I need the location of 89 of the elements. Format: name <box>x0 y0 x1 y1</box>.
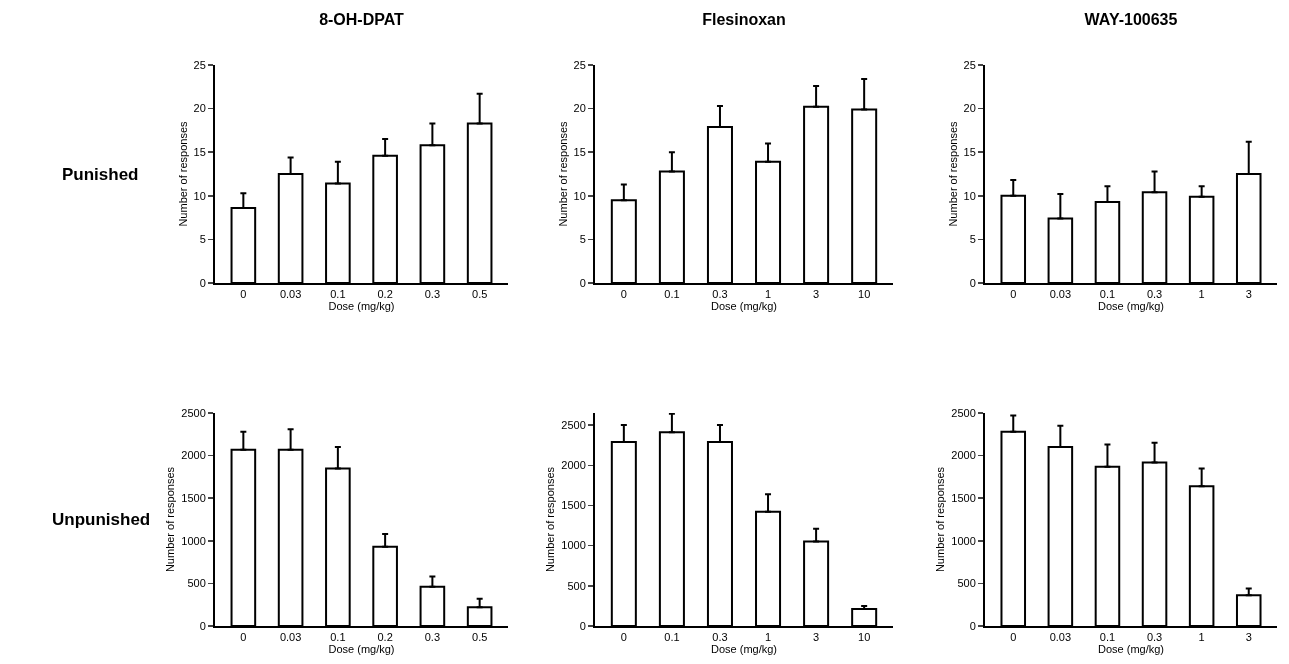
y-tick-label: 10 <box>193 189 206 202</box>
text: Unpunished <box>52 510 151 529</box>
y-tick-label: 5 <box>199 233 206 246</box>
x-tick-label: 3 <box>1245 631 1252 644</box>
y-axis-title: Number of responses <box>176 120 189 227</box>
y-tick-label: 500 <box>957 577 976 590</box>
y-tick-label: 2000 <box>181 449 206 462</box>
y-tick-label: 2000 <box>951 449 976 462</box>
x-tick-label: 0.03 <box>279 288 302 301</box>
y-tick-label: 2500 <box>951 406 976 419</box>
x-tick-label: 3 <box>813 288 820 301</box>
y-tick-label: 1500 <box>951 492 976 505</box>
x-tick-label: 0.1 <box>330 288 346 301</box>
x-tick-label: 0 <box>620 288 627 301</box>
y-tick-label: 1000 <box>561 539 586 552</box>
y-tick-label: 1500 <box>561 499 586 512</box>
y-axis-title: Number of responses <box>934 466 947 573</box>
x-tick-label: 0.3 <box>424 631 441 644</box>
y-axis-title: Number of responses <box>556 120 569 227</box>
x-tick-label: 0.1 <box>664 288 680 301</box>
y-tick-label: 2500 <box>561 418 586 431</box>
x-tick-label: 3 <box>1245 288 1252 301</box>
x-tick-label: 1 <box>1198 631 1205 644</box>
y-tick-label: 0 <box>969 276 976 289</box>
x-tick-label: 0.3 <box>712 288 728 301</box>
x-tick-label: 0.03 <box>279 631 302 644</box>
y-tick-label: 0 <box>199 276 206 289</box>
x-tick-label: 0.03 <box>1049 631 1072 644</box>
x-tick-label: 1 <box>764 631 772 644</box>
y-tick-label: 15 <box>193 146 206 159</box>
y-tick-label: 500 <box>567 579 586 592</box>
x-tick-label: 0 <box>240 288 247 301</box>
x-tick-label: 0 <box>1010 631 1017 644</box>
y-tick-label: 0 <box>579 619 586 632</box>
y-axis-title: Number of responses <box>544 466 557 573</box>
x-tick-label: 0.5 <box>472 631 488 644</box>
y-tick-label: 1500 <box>181 492 206 505</box>
chart-title: Flesinoxan <box>702 10 786 28</box>
x-tick-label: 0.1 <box>330 631 346 644</box>
y-tick-label: 25 <box>193 58 206 71</box>
x-tick-label: 3 <box>813 631 820 644</box>
x-tick-label: 0.3 <box>424 288 441 301</box>
x-axis-title: Dose (mg/kg) <box>710 643 778 656</box>
x-tick-label: 0.1 <box>1099 288 1116 301</box>
y-tick-label: 10 <box>963 189 976 202</box>
x-tick-label: 0.3 <box>712 631 728 644</box>
y-tick-label: 0 <box>199 619 206 632</box>
x-tick-label: 0 <box>620 631 627 644</box>
y-axis-title: Number of responses <box>946 120 959 227</box>
y-tick-label: 1000 <box>951 534 976 547</box>
y-tick-label: 5 <box>579 233 586 246</box>
y-tick-label: 20 <box>193 102 206 115</box>
y-tick-label: 5 <box>969 233 976 246</box>
y-tick-label: 500 <box>187 577 206 590</box>
x-axis-title: Dose (mg/kg) <box>1097 300 1165 313</box>
y-axis-title: Number of responses <box>164 466 177 573</box>
x-tick-label: 0.5 <box>472 288 488 301</box>
x-tick-label: 0.2 <box>377 631 393 644</box>
chart-title: 8-OH-DPAT <box>319 10 405 28</box>
x-tick-label: 1 <box>1198 288 1205 301</box>
chart-title: WAY-100635 <box>1084 10 1178 28</box>
text: Punished <box>62 165 139 184</box>
y-tick-label: 2500 <box>181 406 206 419</box>
x-axis-title: Dose (mg/kg) <box>328 643 395 656</box>
y-tick-label: 10 <box>573 189 586 202</box>
y-tick-label: 20 <box>573 102 586 115</box>
x-tick-label: 0.3 <box>1146 288 1163 301</box>
x-tick-label: 0 <box>240 631 247 644</box>
x-tick-label: 0.1 <box>1099 631 1116 644</box>
x-tick-label: 1 <box>764 288 772 301</box>
y-tick-label: 1000 <box>181 534 206 547</box>
x-tick-label: 0.2 <box>377 288 393 301</box>
x-tick-label: 10 <box>858 631 871 644</box>
y-tick-label: 15 <box>963 146 976 159</box>
x-tick-label: 0.3 <box>1146 631 1163 644</box>
y-tick-label: 15 <box>573 146 586 159</box>
x-tick-label: 10 <box>858 288 871 301</box>
x-tick-label: 0.1 <box>664 631 680 644</box>
x-tick-label: 0.03 <box>1049 288 1072 301</box>
y-tick-label: 2000 <box>561 459 586 472</box>
y-tick-label: 25 <box>963 58 976 71</box>
y-tick-label: 20 <box>963 102 976 115</box>
x-axis-title: Dose (mg/kg) <box>328 300 395 313</box>
y-tick-label: 25 <box>573 58 586 71</box>
x-tick-label: 0 <box>1010 288 1017 301</box>
y-tick-label: 0 <box>969 619 976 632</box>
x-axis-title: Dose (mg/kg) <box>710 300 778 313</box>
y-tick-label: 0 <box>579 276 586 289</box>
x-axis-title: Dose (mg/kg) <box>1097 643 1165 656</box>
